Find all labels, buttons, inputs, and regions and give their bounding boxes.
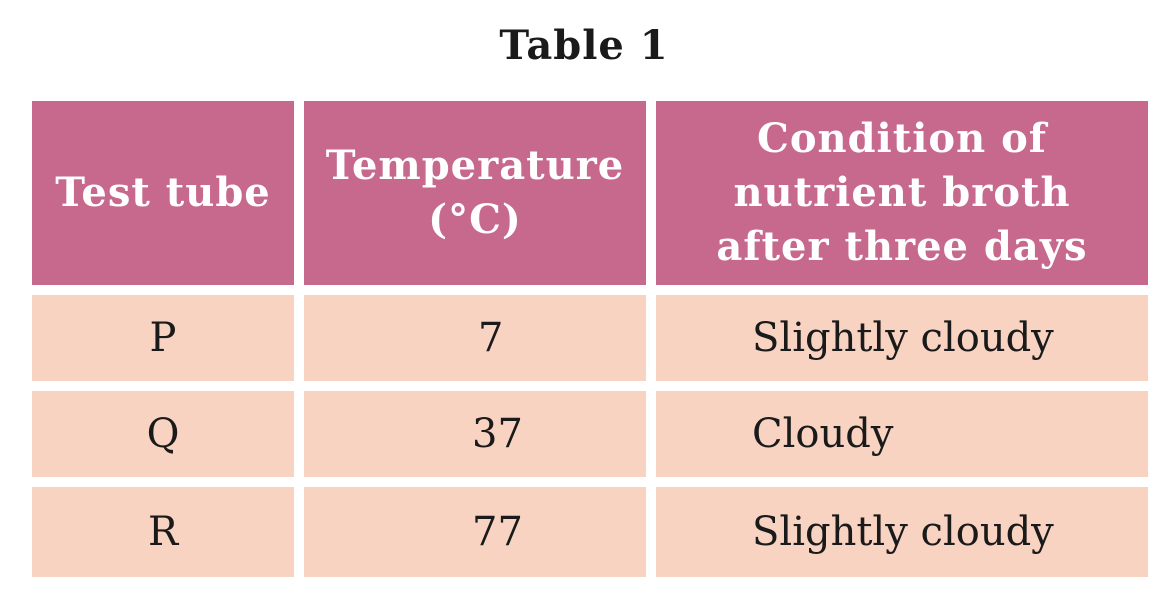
table-cell-temperature: 37 <box>304 391 646 477</box>
table-cell-temperature: 7 <box>304 295 646 381</box>
table-cell-condition: Cloudy <box>656 391 1148 477</box>
header-condition: Condition of nutrient broth after three … <box>656 101 1148 285</box>
header-test-tube: Test tube <box>32 101 294 285</box>
table-cell-test-tube: P <box>32 295 294 381</box>
table-title: Table 1 <box>499 22 669 69</box>
table-cell-test-tube: Q <box>32 391 294 477</box>
table-cell-temperature: 77 <box>304 487 646 577</box>
table-cell-test-tube: R <box>32 487 294 577</box>
table-cell-condition: Slightly cloudy <box>656 487 1148 577</box>
table-cell-condition: Slightly cloudy <box>656 295 1148 381</box>
header-temperature: Temperature (°C) <box>304 101 646 285</box>
